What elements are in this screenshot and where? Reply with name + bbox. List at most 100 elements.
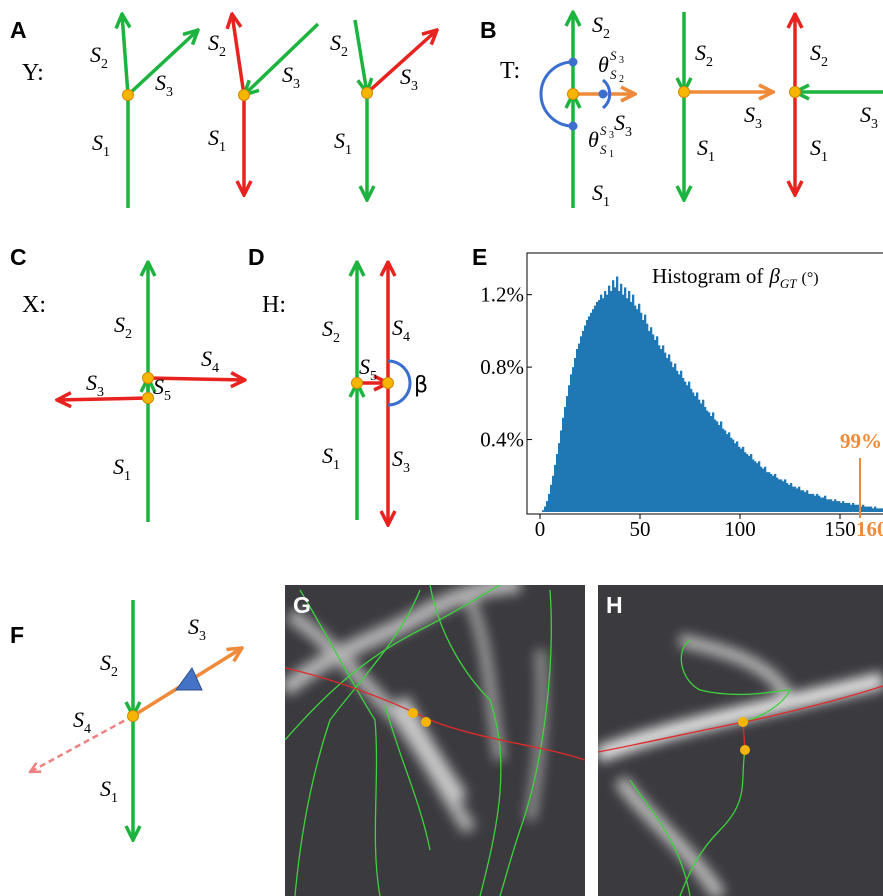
bar — [624, 287, 627, 512]
segment-symbol: S — [282, 62, 293, 87]
bar — [692, 392, 695, 512]
segment-label: S3 — [614, 110, 632, 140]
micrograph-h — [598, 585, 883, 896]
bar — [572, 367, 575, 512]
y-tick-label: 1.2% — [480, 283, 524, 307]
segment-label: S3 — [86, 370, 104, 400]
arrow — [365, 30, 437, 95]
bar — [638, 303, 641, 512]
bar — [622, 294, 625, 512]
segment-index: 2 — [111, 665, 118, 680]
bar — [788, 484, 791, 512]
segment-index: 1 — [103, 145, 110, 160]
y-tick-label: 0.8% — [480, 355, 524, 379]
segment-index: 2 — [341, 45, 348, 60]
bar — [862, 504, 865, 512]
bar — [612, 280, 615, 512]
segment-label: S3 — [860, 102, 878, 132]
segment-label: S1 — [697, 135, 715, 165]
bar — [802, 490, 805, 512]
segment-symbol: S — [322, 316, 333, 341]
hist-title-text: Histogram of — [652, 264, 763, 288]
bar — [812, 493, 815, 512]
bar — [740, 448, 743, 512]
bar — [754, 461, 757, 512]
bar — [542, 510, 545, 512]
bar — [774, 473, 777, 512]
bar — [602, 298, 605, 512]
bar — [644, 314, 647, 512]
bar — [574, 358, 577, 512]
bar — [694, 396, 697, 512]
junction-node — [567, 88, 579, 100]
segment-index: 3 — [625, 125, 632, 140]
junction-node — [382, 377, 394, 389]
segment-label: S3 — [155, 70, 173, 100]
bar — [842, 501, 845, 512]
segment-index: 3 — [293, 77, 300, 92]
bar — [662, 345, 665, 512]
segment-index: 1 — [708, 150, 715, 165]
bar — [592, 309, 595, 512]
segment-index: 3 — [403, 461, 410, 476]
theta-sup: S — [610, 48, 617, 63]
bar — [554, 464, 557, 512]
hist-title-unit: (°) — [802, 270, 819, 287]
panel-letter: G — [293, 592, 311, 618]
bar — [626, 298, 629, 512]
segment-index: 1 — [345, 143, 352, 158]
bar — [710, 416, 713, 512]
segment-label: S1 — [113, 454, 131, 484]
bar — [696, 392, 699, 512]
arc-dot — [598, 89, 608, 99]
x-tick-label: 50 — [630, 517, 651, 541]
bar — [808, 493, 811, 512]
arrow — [57, 398, 149, 400]
segment-symbol: S — [153, 374, 164, 399]
segment-label: S3 — [392, 446, 410, 476]
bar — [816, 493, 819, 512]
bar — [770, 473, 773, 512]
segment-symbol: S — [330, 30, 341, 55]
segment-symbol: S — [392, 315, 403, 340]
bar — [552, 475, 555, 512]
segment-label: S1 — [208, 125, 226, 155]
segment-label: S2 — [330, 30, 348, 60]
segment-index: 2 — [219, 45, 226, 60]
junction-node — [361, 87, 373, 99]
bar — [814, 495, 817, 512]
bar — [666, 358, 669, 512]
arrow — [122, 14, 128, 96]
panel-letter: C — [10, 244, 27, 270]
segment-index: 2 — [603, 27, 610, 42]
segment-symbol: S — [155, 70, 166, 95]
segment-symbol: S — [100, 776, 111, 801]
bar — [720, 421, 723, 512]
bar — [618, 291, 621, 512]
segment-index: 3 — [166, 85, 173, 100]
bar — [570, 374, 573, 512]
segment-index: 2 — [101, 57, 108, 72]
bar — [860, 506, 863, 512]
segment-label: S1 — [92, 130, 110, 160]
junction-node — [142, 372, 154, 384]
bar — [714, 419, 717, 512]
bar — [686, 385, 689, 512]
bar — [726, 434, 729, 512]
bar — [728, 432, 731, 512]
segment-index: 4 — [403, 330, 410, 345]
segment-index: 5 — [370, 369, 377, 384]
segment-index: 1 — [603, 195, 610, 210]
hist-title-symbol: β — [768, 264, 780, 288]
bar — [790, 483, 793, 512]
bar — [598, 300, 601, 512]
segment-symbol: S — [73, 707, 84, 732]
segment-index: 3 — [97, 385, 104, 400]
bar — [786, 483, 789, 512]
beta-label: β — [414, 373, 428, 398]
segment-index: 5 — [164, 389, 171, 404]
bar — [752, 459, 755, 512]
junction-node — [238, 89, 250, 101]
arrow — [147, 378, 245, 380]
